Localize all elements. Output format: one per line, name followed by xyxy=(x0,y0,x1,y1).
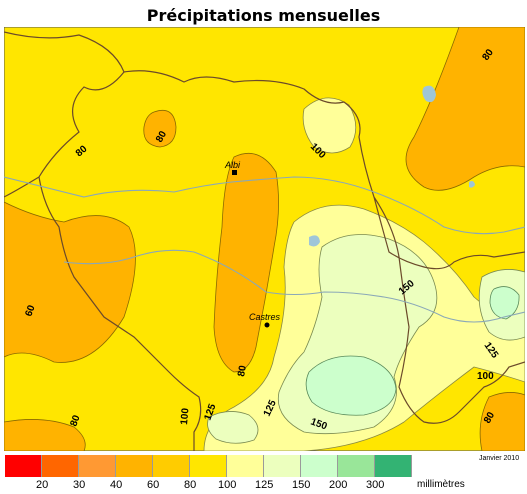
legend-tick: 150 xyxy=(292,479,311,491)
department-boundary xyxy=(4,31,525,451)
contour-label: 80 xyxy=(68,413,82,428)
lake xyxy=(422,85,436,103)
contour-label: 100 xyxy=(179,407,191,425)
city-label: Castres xyxy=(249,312,281,322)
map-title: Précipitations mensuelles xyxy=(146,6,381,25)
river xyxy=(4,176,525,323)
legend-tick: 300 xyxy=(366,479,385,491)
contour-label: 60 xyxy=(23,303,37,318)
zone-150-200-east xyxy=(489,286,520,320)
lake xyxy=(309,235,320,247)
legend-swatch xyxy=(79,455,116,477)
legend-swatch xyxy=(190,455,227,477)
zone-60-80-west xyxy=(4,201,136,363)
color-legend xyxy=(5,455,413,477)
legend-swatch xyxy=(301,455,338,477)
legend-swatch xyxy=(227,455,264,477)
legend-swatch xyxy=(375,455,412,477)
lake xyxy=(469,181,475,188)
legend-swatch xyxy=(42,455,79,477)
legend-tick: 80 xyxy=(184,479,197,491)
zone-60-80-north xyxy=(143,109,177,148)
legend-swatch xyxy=(264,455,301,477)
legend-tick: 60 xyxy=(147,479,160,491)
legend-unit: millimètres xyxy=(417,479,465,490)
zone-60-80-southeast xyxy=(479,392,525,451)
legend-swatch xyxy=(5,455,42,477)
city-marker-square xyxy=(232,170,237,175)
zone-60-80-southwest xyxy=(4,419,86,451)
legend-tick: 125 xyxy=(255,479,274,491)
legend-swatch xyxy=(116,455,153,477)
legend-tick: 20 xyxy=(36,479,49,491)
zone-100-125-north xyxy=(302,97,357,154)
city-marker-dot xyxy=(264,322,270,328)
zone-60-80-center xyxy=(213,153,279,373)
zone-125-150-southwest xyxy=(207,411,259,444)
contour-label: 100 xyxy=(477,371,494,382)
contour-label: 80 xyxy=(236,364,249,377)
precipitation-map: 80 80 100 80 60 80 150 125 100 80 100 12… xyxy=(4,27,525,451)
city-label: Albi xyxy=(224,160,241,170)
legend-tick: 40 xyxy=(110,479,123,491)
legend-swatch xyxy=(153,455,190,477)
contour-label: 80 xyxy=(482,410,497,426)
legend-tick: 200 xyxy=(329,479,348,491)
date-credit: Janvier 2010 xyxy=(479,455,520,462)
zone-150-200-south xyxy=(305,355,397,416)
legend-ticks: 20 30 40 60 80 100 125 150 200 300 xyxy=(0,479,527,493)
contour-label: 80 xyxy=(154,129,169,145)
legend-tick: 30 xyxy=(73,479,86,491)
legend-swatch xyxy=(338,455,375,477)
legend-tick: 100 xyxy=(218,479,237,491)
